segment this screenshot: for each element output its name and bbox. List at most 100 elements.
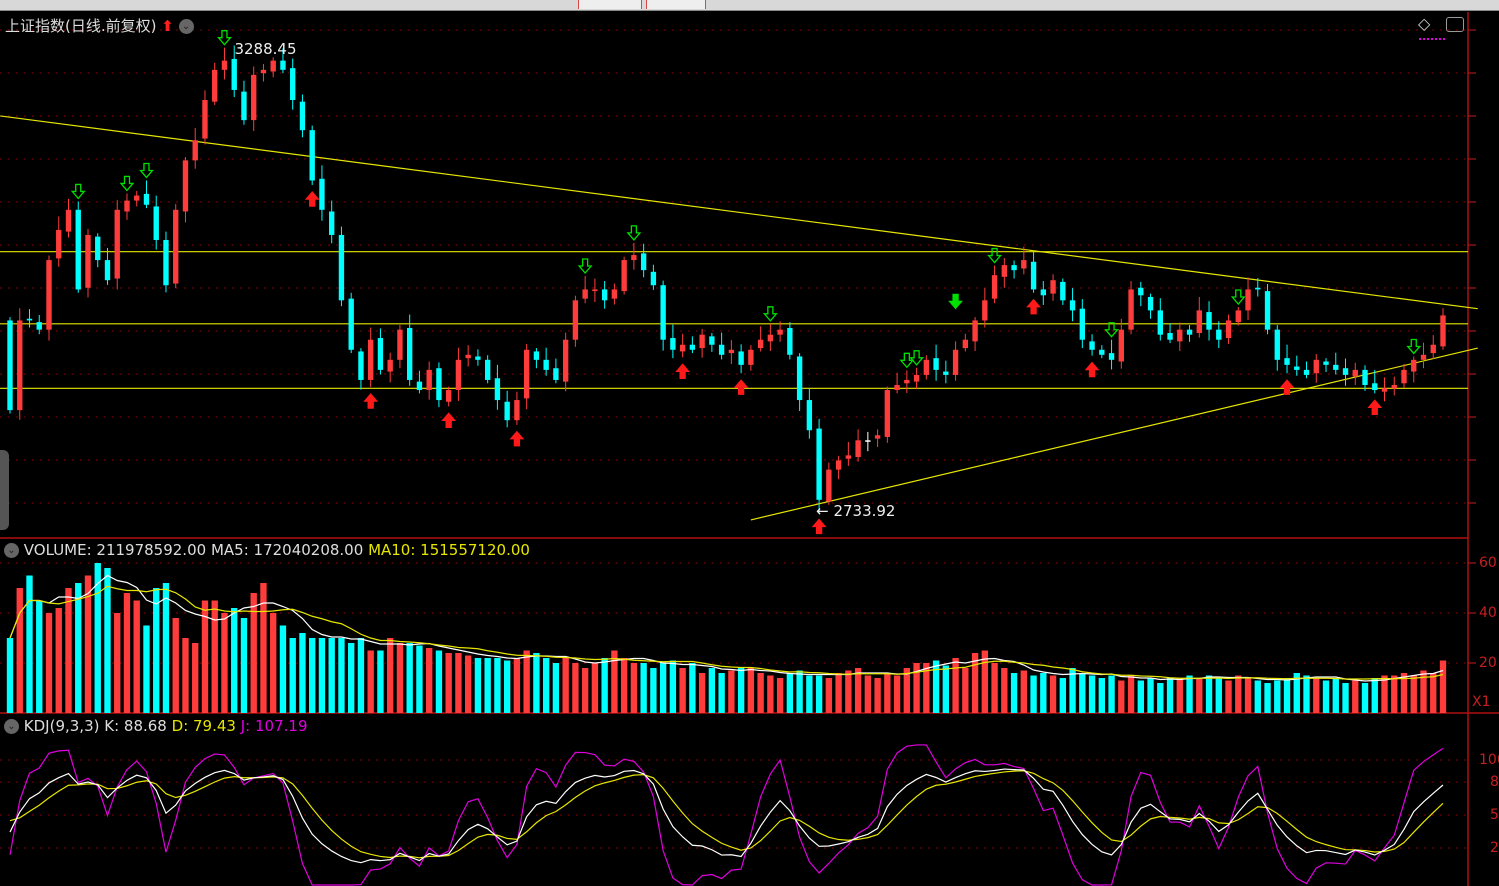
candle-body [1128, 289, 1134, 330]
volume-bar [318, 638, 326, 713]
candle-body [660, 285, 666, 340]
up-arrow-icon: ⬆ [161, 17, 174, 35]
volume-bar [1176, 678, 1183, 713]
volume-bar [1430, 673, 1437, 713]
volume-bar [75, 583, 82, 713]
volume-bar [192, 643, 199, 713]
volume-bar [796, 670, 803, 713]
volume-bar [591, 663, 599, 713]
buy-arrow-icon [441, 412, 457, 428]
chevron-down-icon[interactable]: ⌄ [178, 19, 194, 34]
volume-bar [1244, 678, 1252, 713]
candle-body [290, 68, 296, 101]
buy-arrow-icon [1367, 399, 1383, 416]
candle-body [1284, 358, 1290, 365]
volume-bar [874, 678, 881, 713]
toolbar-tab[interactable] [578, 0, 642, 9]
toolbar-tab[interactable] [646, 0, 706, 9]
volume-bar [1303, 675, 1310, 713]
candle-body [884, 390, 891, 437]
candle-body [1030, 261, 1037, 290]
volume-bar [494, 658, 501, 713]
candle-body [221, 60, 228, 70]
volume-bar [1352, 680, 1359, 713]
candle-body [923, 359, 930, 375]
high-price-label: 3288.45 [234, 39, 297, 58]
volume-bar [884, 673, 891, 713]
volume-bar [1079, 673, 1086, 713]
candle-body [1167, 333, 1173, 340]
candle-body [952, 349, 959, 375]
volume-bar [474, 658, 482, 713]
candle-body [95, 236, 101, 261]
candle-body [738, 351, 744, 365]
candle-body [1420, 354, 1427, 360]
candle-body [202, 100, 208, 139]
buy-arrow-icon [1279, 379, 1295, 395]
volume-bar [455, 653, 462, 713]
volume-bar [338, 638, 345, 713]
candle-body [650, 271, 657, 286]
volume-bar [1137, 680, 1144, 713]
candle-body [835, 460, 842, 470]
candle-body [104, 260, 111, 281]
low-price-label: ← 2733.92 [816, 502, 896, 521]
volume-bar [250, 593, 257, 713]
volume-bar [1381, 675, 1388, 713]
candle-body [1401, 369, 1407, 384]
panel-toggle-icon[interactable] [1446, 17, 1464, 32]
volume-bar [542, 658, 550, 713]
kdj-axis-label: 20 [1490, 840, 1499, 856]
volume-bar [464, 655, 472, 713]
candle-body [1294, 366, 1300, 370]
chevron-down-icon[interactable]: ⌄ [4, 543, 19, 558]
volume-bar [893, 675, 901, 713]
kdj-k: K: 88.68 [104, 717, 167, 735]
candle-body [592, 289, 598, 292]
candle-body [504, 401, 510, 421]
volume-ma5: MA5: 172040208.00 [210, 541, 364, 559]
candle-body [36, 322, 42, 330]
volume-bar [854, 668, 862, 713]
candle-body [377, 338, 384, 370]
volume-bar [650, 668, 657, 713]
volume-bar [630, 663, 638, 713]
candle-body [406, 327, 413, 380]
volume-axis-label: 60 [1479, 555, 1497, 571]
candle-body [1235, 310, 1241, 323]
candle-body [329, 211, 335, 235]
volume-bar [620, 658, 628, 713]
volume-bar [689, 663, 696, 713]
volume-bar [425, 648, 433, 713]
candle-body [124, 200, 130, 212]
candle-body [757, 339, 764, 349]
candle-body [874, 435, 881, 439]
volume-bar [289, 638, 296, 713]
trend-line [750, 347, 1478, 521]
volume-bar [776, 678, 784, 713]
volume-bar [679, 668, 686, 713]
volume-bar [1293, 673, 1300, 713]
volume-value: VOLUME: 211978592.00 [23, 541, 207, 559]
kdj-j-line [9, 744, 1444, 886]
volume-bar [357, 638, 365, 713]
side-panel-handle[interactable] [0, 450, 9, 530]
candle-body [85, 234, 91, 288]
candle-body [348, 298, 354, 350]
volume-bar [718, 673, 725, 713]
volume-bar [1069, 668, 1076, 713]
volume-bar [1030, 675, 1037, 713]
chevron-down-icon[interactable]: ⌄ [4, 719, 19, 734]
buy-arrow-icon [363, 393, 379, 409]
volume-bar [396, 643, 404, 713]
more-dots-icon[interactable] [1419, 38, 1445, 40]
candle-body [962, 339, 969, 349]
candle-body [397, 329, 403, 360]
kdj-d-line [9, 770, 1444, 859]
candle-body [484, 359, 491, 380]
volume-bar [416, 645, 423, 713]
diamond-icon[interactable]: ◇ [1418, 14, 1431, 33]
candle-body [1225, 320, 1232, 339]
candle-body [1264, 291, 1271, 330]
candle-body [1138, 287, 1144, 296]
